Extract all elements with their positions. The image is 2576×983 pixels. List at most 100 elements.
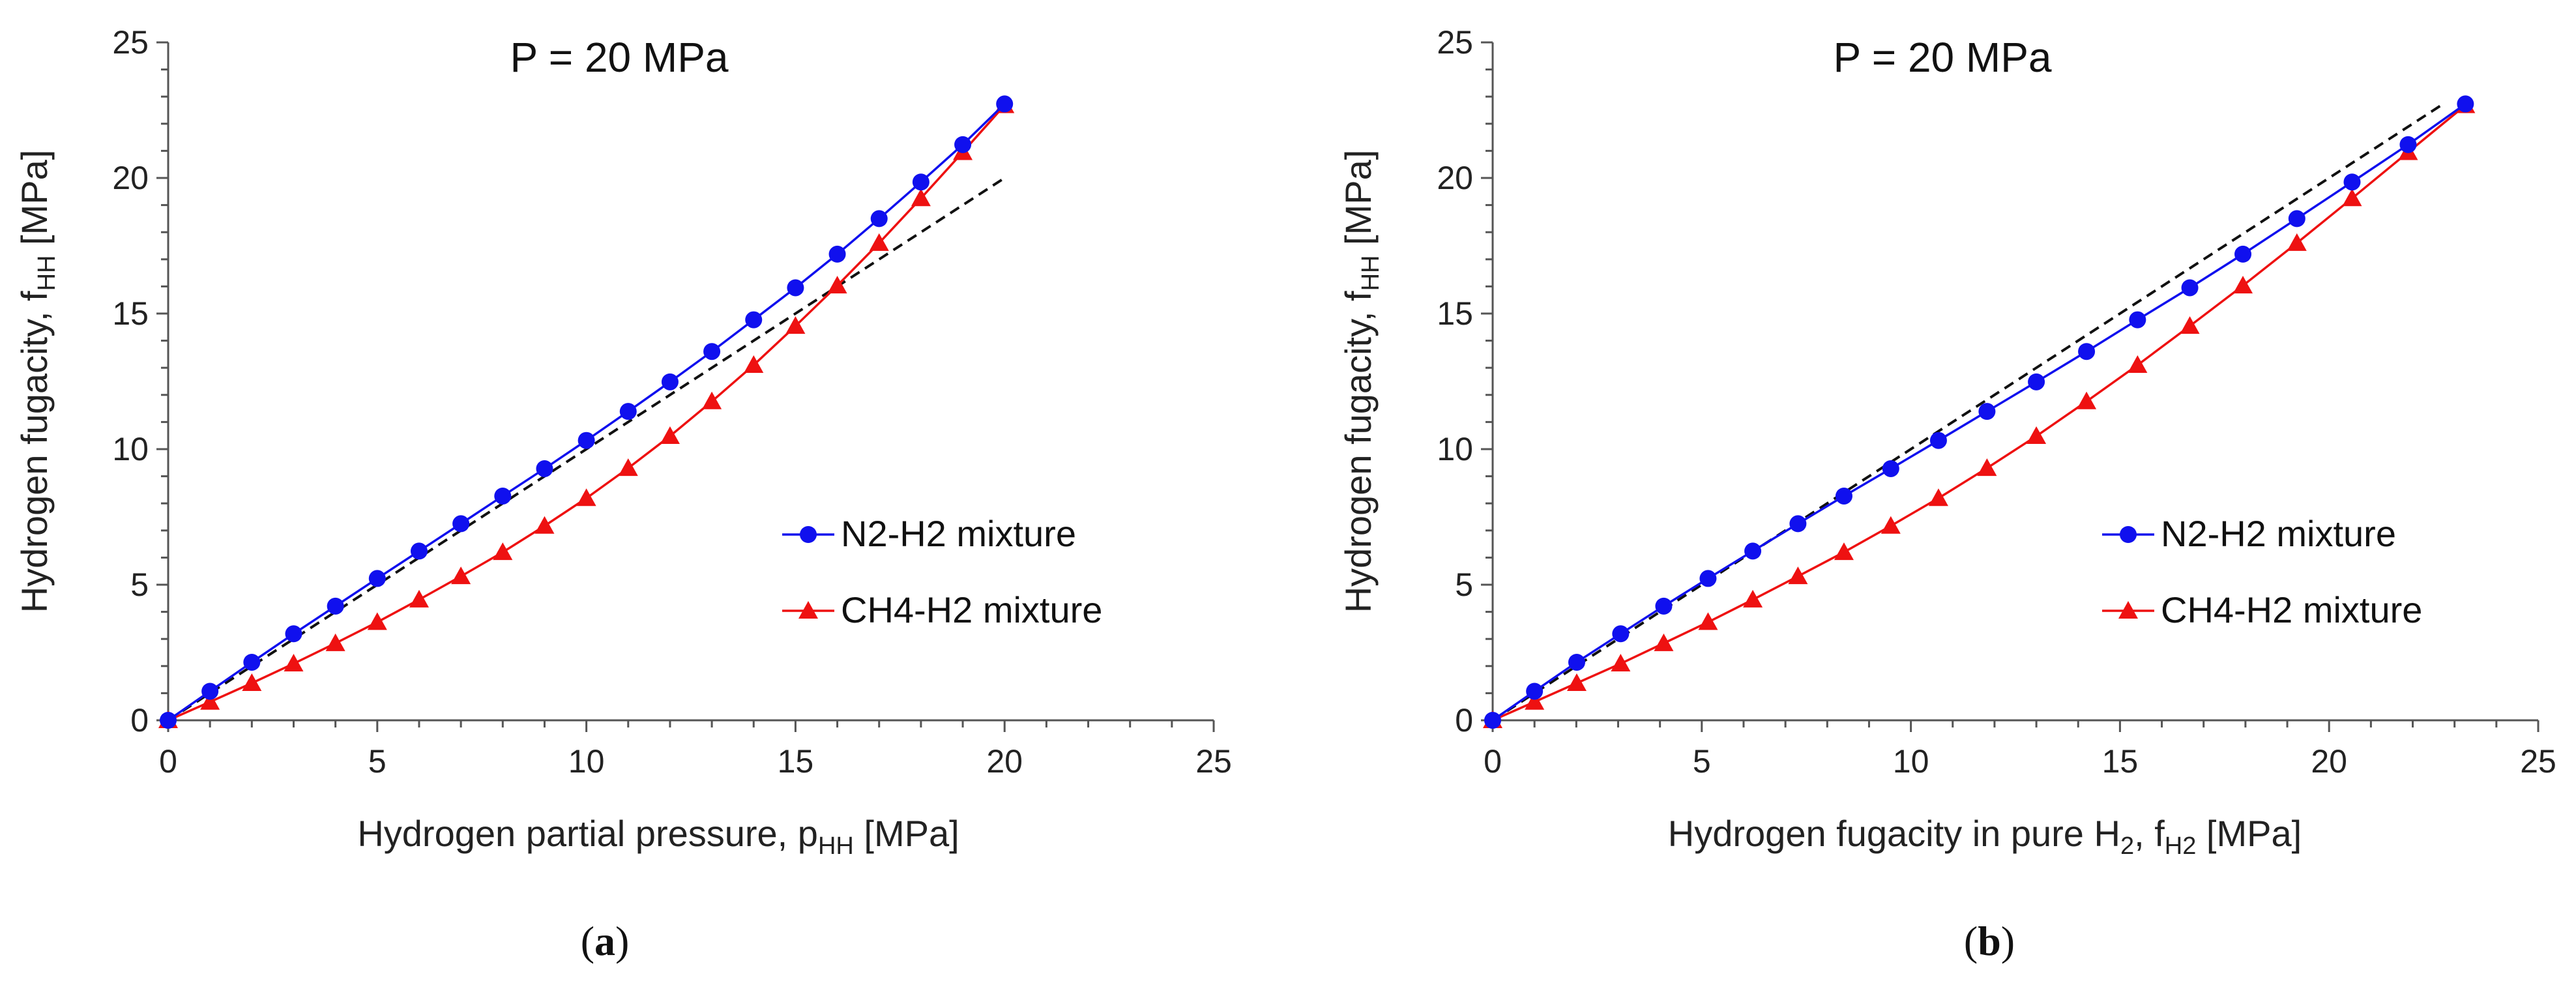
x-tick-label: 15 <box>778 743 814 780</box>
n2-h2-point <box>828 245 846 263</box>
n2-h2-point <box>703 343 721 360</box>
legend-marker <box>2120 526 2137 543</box>
n2-h2-point <box>1789 515 1807 533</box>
ch4-h2-point <box>1834 542 1854 561</box>
n2-h2-series <box>1484 95 2474 729</box>
ch4-h2-point <box>785 316 806 334</box>
ideal-line <box>1491 104 2443 722</box>
ch4-h2-point <box>827 276 847 294</box>
n2-h2-point <box>2234 245 2252 263</box>
n2-h2-point <box>201 682 219 700</box>
ch4-h2-point <box>576 488 596 506</box>
ch4-h2-point <box>1698 612 1718 630</box>
ch4-h2-point <box>1977 458 1997 477</box>
ch4-h2-point <box>1611 654 1631 672</box>
n2-h2-point <box>2288 210 2305 227</box>
n2-h2-point <box>619 403 637 420</box>
legend-marker <box>800 526 817 543</box>
n2-h2-point <box>1568 653 1585 671</box>
ch4-h2-series <box>1483 95 2476 728</box>
ch4-h2-point <box>2287 233 2307 251</box>
ch4-h2-point <box>660 426 680 445</box>
x-tick-label: 20 <box>986 743 1023 780</box>
x-tick-label: 10 <box>1893 743 1929 780</box>
legend-marker <box>2118 601 2138 619</box>
n2-h2-point <box>912 173 929 191</box>
x-tick-label: 25 <box>1195 743 1232 780</box>
ch4-h2-point <box>2077 391 2097 409</box>
ch4-h2-point <box>451 566 471 585</box>
legend-label: CH4-H2 mixture <box>841 589 1102 630</box>
n2-h2-point <box>870 210 888 227</box>
ch4-h2-point <box>284 654 304 672</box>
x-tick-label: 5 <box>1693 743 1711 780</box>
ch4-h2-point <box>911 188 931 207</box>
legend: N2-H2 mixture CH4-H2 mixture <box>782 513 1102 630</box>
legend-label: CH4-H2 mixture <box>2161 589 2422 630</box>
ch4-h2-point <box>493 542 513 561</box>
chart-title: P = 20 MPa <box>1833 34 2051 81</box>
ch4-h2-point <box>744 355 764 374</box>
n2-h2-point <box>1612 625 1630 643</box>
ch4-h2-point <box>1928 488 1948 506</box>
chart-panel-b: 0 5 10 15 20 25 0 5 10 15 20 25 P = 20 MPa Hydrogen f… <box>1338 24 2556 964</box>
ch4-h2-point <box>618 458 638 477</box>
n2-h2-point <box>2078 343 2096 360</box>
ch4-h2-point <box>1881 516 1901 534</box>
ch4-h2-point <box>2128 355 2148 374</box>
x-axis-title: Hydrogen fugacity in pure H2, fH2 [MPa] <box>1668 813 2302 860</box>
y-tick-label: 5 <box>130 566 149 603</box>
n2-h2-point <box>2343 173 2361 191</box>
y-tick-label: 5 <box>1455 566 1473 603</box>
n2-h2-point <box>1526 682 1544 700</box>
legend: N2-H2 mixture CH4-H2 mixture <box>2102 513 2422 630</box>
n2-h2-point <box>536 460 553 477</box>
y-tick-label: 0 <box>1455 702 1473 739</box>
y-tick-label: 15 <box>1437 295 1473 332</box>
n2-h2-point <box>1882 460 1899 477</box>
n2-h2-point <box>1744 542 1762 560</box>
x-tick-label: 15 <box>2102 743 2139 780</box>
n2-h2-point <box>745 311 763 329</box>
x-tick-label: 25 <box>2520 743 2556 780</box>
ch4-h2-point <box>702 391 722 409</box>
legend-label: N2-H2 mixture <box>2161 513 2396 554</box>
x-tick-label: 0 <box>1484 743 1502 780</box>
ch4-h2-point <box>2233 276 2253 294</box>
n2-h2-point <box>996 95 1014 113</box>
legend-label: N2-H2 mixture <box>841 513 1076 554</box>
x-tick-label: 5 <box>368 743 387 780</box>
n2-h2-point <box>410 542 428 560</box>
ch4-h2-point <box>1566 673 1587 692</box>
y-tick-label: 10 <box>1437 431 1473 467</box>
ch4-h2-point <box>1743 589 1763 608</box>
n2-h2-point <box>285 625 302 643</box>
n2-h2-point <box>2028 373 2045 390</box>
n2-h2-point <box>1929 432 1947 449</box>
ch4-h2-point <box>242 673 262 692</box>
y-tick-label: 20 <box>1437 160 1473 196</box>
y-tick-label: 25 <box>112 24 149 61</box>
ch4-h2-point <box>1788 566 1808 585</box>
chart-panel-a: 0 5 10 15 20 25 0 5 10 15 20 25 P = 20 MPa Hydrogen p… <box>14 24 1232 964</box>
figure-caption: (b) <box>1964 918 2015 964</box>
n2-h2-point <box>2129 311 2146 329</box>
y-axis-title: Hydrogen fugacity, fHH [MPa] <box>1338 150 1384 613</box>
y-tick-label: 15 <box>112 295 149 332</box>
n2-h2-point <box>578 432 595 449</box>
chart-title: P = 20 MPa <box>510 34 728 81</box>
n2-h2-point <box>954 136 972 153</box>
n2-h2-point <box>1655 597 1673 615</box>
x-axis-title: Hydrogen partial pressure, pHH [MPa] <box>357 813 959 860</box>
x-tick-label: 10 <box>568 743 605 780</box>
n2-h2-point <box>452 515 470 533</box>
ch4-h2-point <box>2027 426 2047 445</box>
ch4-h2-point <box>1525 692 1545 710</box>
n2-h2-point <box>2181 279 2199 297</box>
ch4-h2-point <box>2342 188 2362 207</box>
ch4-h2-point <box>1654 633 1674 651</box>
ch4-h2-point <box>534 516 555 534</box>
n2-h2-point <box>1484 712 1501 729</box>
ch4-h2-point <box>367 612 387 630</box>
